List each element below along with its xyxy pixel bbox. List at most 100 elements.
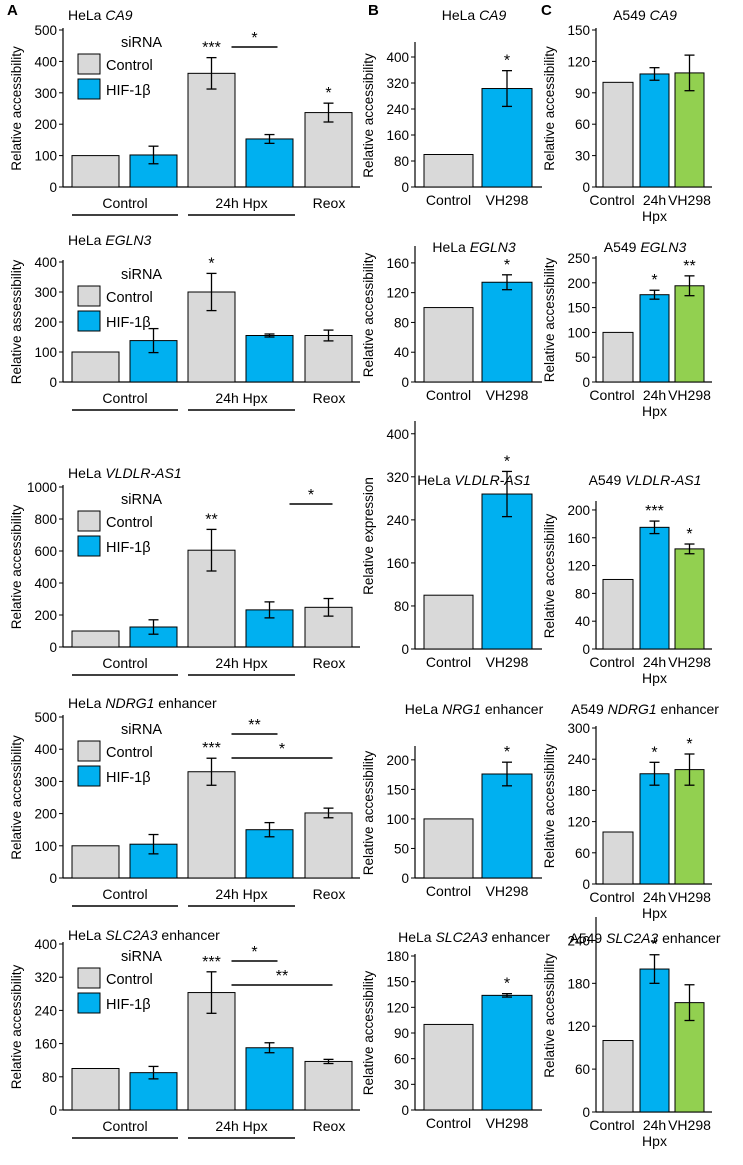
y-tick-label: 300: [34, 86, 57, 101]
y-tick-label: 0: [582, 642, 590, 657]
y-tick-label: 0: [582, 180, 590, 195]
x-tick-label-line: Hpx: [642, 208, 667, 224]
bar-control: [423, 307, 474, 383]
group-label: 24h Hpx: [215, 1118, 267, 1134]
y-tick-label: 400: [386, 427, 409, 442]
x-tick-label: 24h Hpx: [642, 1117, 667, 1149]
x-tick-label-line: Hpx: [642, 905, 667, 921]
group-label: Reox: [313, 390, 346, 406]
x-tick-label: Control: [589, 192, 634, 208]
bar-24h-hpx: [639, 73, 670, 188]
y-tick-label: 400: [386, 50, 409, 65]
bar-control: [423, 818, 474, 879]
y-tick-label: 240: [34, 1003, 57, 1018]
y-tick-label: 800: [34, 512, 57, 527]
chart-title: HeLa EGLN3: [432, 239, 515, 255]
chart-title: HeLa CA9: [442, 7, 507, 23]
y-tick-label: 150: [386, 975, 409, 990]
y-tick-label: 120: [567, 1019, 590, 1034]
group-label: Reox: [313, 195, 346, 211]
chart-title-prefix: HeLa: [68, 927, 105, 943]
legend-title: siRNA: [121, 267, 162, 283]
bar-control-control: [71, 1068, 120, 1111]
x-tick-label-line: Hpx: [642, 670, 667, 686]
significance-star: *: [651, 744, 657, 761]
y-tick-label: 500: [34, 23, 57, 38]
group-label: Reox: [313, 886, 346, 902]
legend-swatch-hif1b: [77, 78, 101, 100]
legend-swatch-control: [77, 967, 101, 989]
group-label: 24h Hpx: [215, 195, 267, 211]
legend: siRNA Control HIF-1β: [77, 35, 162, 100]
y-tick-label: 240: [386, 513, 409, 528]
y-tick-label: 40: [394, 345, 409, 360]
significance-star: *: [251, 944, 257, 961]
chart-b4: HeLa NRG1 enhancer 0 50 100 150 200 Relative a…: [361, 701, 544, 899]
legend-swatch-hif1b: [77, 992, 101, 1014]
bar-control: [423, 594, 474, 650]
y-tick-label: 0: [582, 877, 590, 892]
x-tick-label: VH298: [486, 654, 529, 670]
bar-control-control: [71, 155, 120, 188]
x-tick-label: VH298: [486, 387, 529, 403]
legend-label-control: Control: [106, 58, 153, 74]
x-tick-label-line: Hpx: [642, 403, 667, 419]
chart-title-gene: CA9: [650, 7, 677, 23]
bar-control-reox: [304, 1060, 353, 1111]
significance-star: ***: [202, 40, 221, 57]
significance-star: *: [325, 85, 331, 102]
chart-title-gene: SLC2A3: [105, 927, 157, 943]
bar-vh298: [481, 773, 533, 879]
significance-star: *: [308, 487, 314, 504]
chart-a4: HeLa NDRG1 enhancer 0 100 200 300 400 500 Relat…: [9, 695, 360, 907]
chart-title: A549 CA9: [613, 7, 677, 23]
chart-title-prefix: HeLa: [68, 7, 105, 23]
x-tick-label-line: 24h: [643, 1117, 666, 1133]
y-tick-label: 100: [34, 149, 57, 164]
bar-vh298: [674, 548, 705, 650]
legend-swatch-control: [77, 740, 101, 762]
legend-label-control: Control: [106, 290, 153, 306]
significance-star: *: [504, 53, 510, 70]
y-tick-label: 60: [575, 846, 590, 861]
chart-title-gene: SLC2A3: [606, 930, 658, 946]
x-tick-label-line: Hpx: [642, 1133, 667, 1149]
chart-title-suffix: enhancer: [657, 701, 720, 717]
legend-swatch-hif1b: [77, 310, 101, 332]
y-tick-label: 160: [386, 128, 409, 143]
bar-vh298: [674, 285, 705, 383]
y-tick-label: 250: [567, 251, 590, 266]
y-tick-label: 100: [386, 812, 409, 827]
legend: siRNA Control HIF-1β: [77, 722, 162, 787]
chart-title-prefix: A549: [589, 472, 626, 488]
x-tick-label: VH298: [668, 889, 711, 905]
x-tick-label: Control: [426, 883, 471, 899]
chart-title-gene: SLC2A3: [435, 929, 487, 945]
group-label: 24h Hpx: [215, 886, 267, 902]
legend-label-hif1b: HIF-1β: [106, 997, 151, 1013]
significance-star: **: [205, 511, 217, 528]
chart-title: HeLa SLC2A3 enhancer: [68, 927, 220, 943]
group-label: Reox: [313, 655, 346, 671]
chart-title: HeLa NRG1 enhancer: [405, 701, 544, 717]
y-tick-label: 0: [401, 1103, 409, 1118]
y-axis-label: Relative accessibility: [9, 735, 24, 860]
significance-star: *: [279, 741, 285, 758]
chart-a1: HeLa CA9 0 100 200 300 400 500 Relative accessi…: [9, 7, 360, 216]
y-tick-label: 240: [567, 752, 590, 767]
significance-star: ***: [645, 503, 664, 520]
y-tick-label: 80: [575, 586, 590, 601]
legend-swatch-hif1b: [77, 535, 101, 557]
y-tick-label: 0: [401, 871, 409, 886]
chart-title-suffix: enhancer: [154, 695, 217, 711]
chart-title-suffix: enhancer: [158, 927, 221, 943]
bar-control: [602, 331, 634, 383]
bar-control-24h-hpx: [187, 771, 236, 879]
chart-title-gene: EGLN3: [470, 239, 516, 255]
significance-star: *: [504, 976, 510, 993]
legend-label-hif1b: HIF-1β: [106, 770, 151, 786]
chart-title: HeLa EGLN3: [68, 232, 151, 248]
bar-vh298: [674, 72, 705, 188]
bar-hif-1--24h-hpx: [245, 335, 294, 383]
chart-title-prefix: HeLa: [398, 929, 435, 945]
